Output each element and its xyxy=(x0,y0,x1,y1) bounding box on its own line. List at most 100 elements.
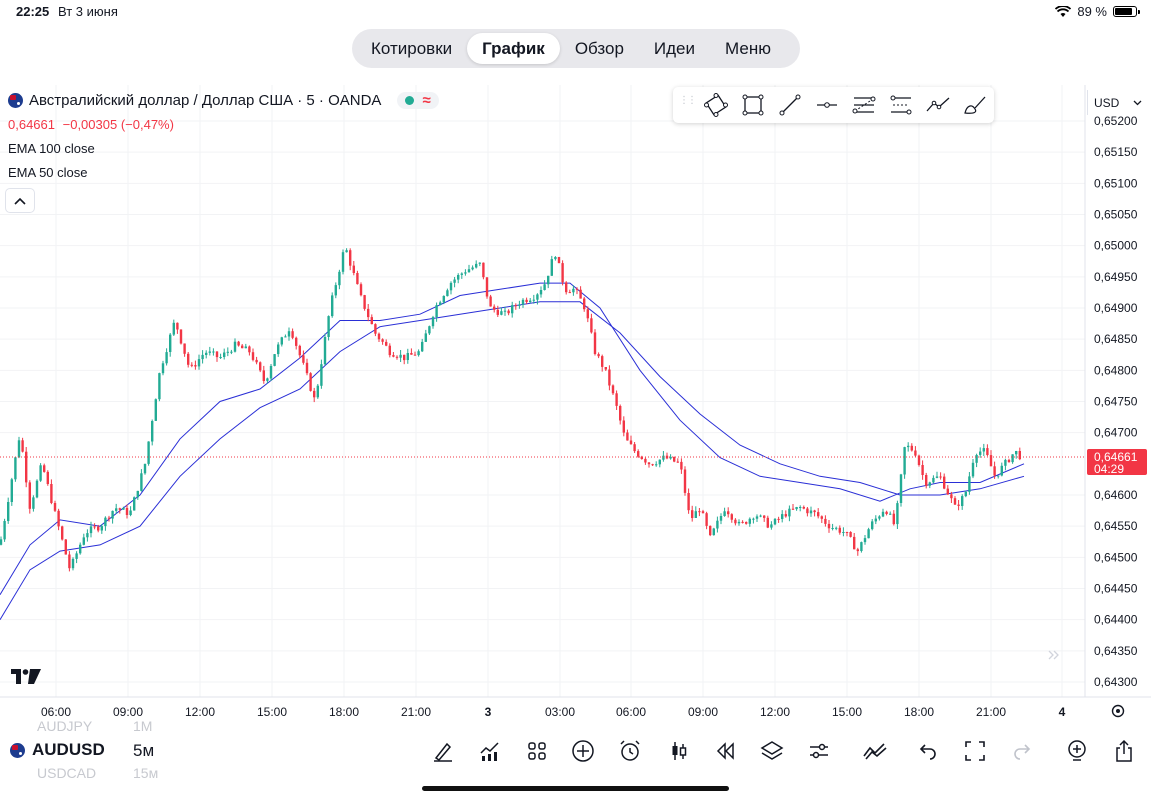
candle-body xyxy=(7,502,10,521)
candle-body xyxy=(615,393,618,406)
ideas-lightbulb-icon[interactable] xyxy=(1062,736,1092,766)
clock: 22:25 xyxy=(16,4,50,19)
candle-body xyxy=(241,345,244,349)
fast-draw-icon[interactable] xyxy=(860,736,890,766)
candle-body xyxy=(795,507,798,510)
candle-body xyxy=(277,344,280,355)
candle-body xyxy=(449,282,453,291)
time-tick-label: 09:00 xyxy=(688,705,718,719)
candle-body xyxy=(223,352,226,357)
indicator-ema100[interactable]: EMA 100 close xyxy=(8,141,95,156)
price-chart[interactable]: 0,65200 0,65150 0,65100 0,65050 0,65000 0,649… xyxy=(0,85,1151,725)
time-tick-label: 21:00 xyxy=(401,705,431,719)
candle-body xyxy=(939,476,942,478)
indicators-icon[interactable] xyxy=(475,736,505,766)
candle-body xyxy=(773,518,777,525)
main-tabs: Котировки График Обзор Идеи Меню xyxy=(352,29,800,68)
tab-ideas[interactable]: Идеи xyxy=(653,38,696,58)
rectangle-icon[interactable] xyxy=(734,88,771,122)
candle-body xyxy=(14,457,17,480)
tradingview-logo[interactable] xyxy=(10,666,42,686)
candle-body xyxy=(363,295,366,309)
candle-body xyxy=(554,257,557,260)
candle-body xyxy=(993,466,996,476)
candle-body xyxy=(165,352,168,364)
chevron-down-icon xyxy=(1133,100,1142,105)
candle-body xyxy=(309,373,312,391)
candle-body xyxy=(493,306,496,310)
candle-body xyxy=(611,385,615,394)
candle-body xyxy=(316,385,319,398)
candle-body xyxy=(482,262,485,278)
candle-body xyxy=(230,351,233,353)
candle-body xyxy=(763,515,766,518)
price-tick-label: 0,64600 xyxy=(1094,488,1138,502)
compare-add-icon[interactable] xyxy=(568,736,598,766)
undo-icon[interactable] xyxy=(913,736,943,766)
candle-body xyxy=(151,421,154,442)
rotated-rectangle-icon[interactable] xyxy=(697,88,734,122)
tab-menu[interactable]: Меню xyxy=(725,38,771,58)
candle-body xyxy=(169,334,172,352)
candle-body xyxy=(212,351,215,353)
symbol-picker[interactable]: AUDUSD xyxy=(10,740,105,760)
settings-sliders-icon[interactable] xyxy=(804,736,834,766)
candlestick-type-icon[interactable] xyxy=(664,736,694,766)
horizontal-ray-icon[interactable] xyxy=(808,88,845,122)
candle-body xyxy=(35,480,39,498)
replay-rewind-icon[interactable] xyxy=(710,736,740,766)
candle-body xyxy=(269,366,273,379)
path-icon[interactable] xyxy=(919,88,956,122)
currency-select[interactable]: USD xyxy=(1087,90,1149,115)
tab-overview[interactable]: Обзор xyxy=(574,38,624,58)
candle-body xyxy=(122,508,125,510)
tab-quotes[interactable]: Котировки xyxy=(371,38,453,58)
market-status-pill[interactable]: ≈ xyxy=(397,92,439,109)
bg-symbol-below: USDCAD xyxy=(37,765,97,781)
drawing-tools-icon[interactable] xyxy=(428,736,458,766)
candle-body xyxy=(17,440,21,458)
tab-chart[interactable]: График xyxy=(467,33,560,64)
redo-icon[interactable] xyxy=(1007,736,1037,766)
candle-body xyxy=(572,288,575,293)
candle-body xyxy=(53,503,57,511)
share-icon[interactable] xyxy=(1109,736,1139,766)
candle-body xyxy=(439,302,442,306)
candle-body xyxy=(489,296,492,307)
candle-body xyxy=(266,378,269,381)
candle-body xyxy=(79,544,82,554)
candle-body xyxy=(61,526,64,540)
candle-body xyxy=(453,279,456,283)
interval-picker[interactable]: 5м xyxy=(133,741,155,760)
alarm-clock-icon[interactable] xyxy=(615,736,645,766)
candle-body xyxy=(687,493,690,511)
candles xyxy=(0,248,1021,572)
brush-icon[interactable] xyxy=(956,88,993,122)
candle-body xyxy=(579,289,582,299)
candle-body xyxy=(194,365,197,367)
price-tick-label: 0,65100 xyxy=(1094,176,1138,190)
fib-retracement-icon[interactable] xyxy=(845,88,882,122)
candle-body xyxy=(536,294,539,300)
candle-body xyxy=(557,257,561,264)
collapse-legend-button[interactable] xyxy=(5,188,35,213)
candle-body xyxy=(824,518,827,524)
settings-gear-icon[interactable] xyxy=(1111,704,1125,718)
scroll-right-icon[interactable] xyxy=(1048,650,1059,660)
price-tick-label: 0,65150 xyxy=(1094,145,1138,159)
layers-icon[interactable] xyxy=(757,736,787,766)
candle-body xyxy=(75,553,78,559)
candle-body xyxy=(748,518,751,524)
candle-body xyxy=(770,524,773,528)
fullscreen-icon[interactable] xyxy=(960,736,990,766)
time-tick-label: 15:00 xyxy=(832,705,862,719)
templates-grid-icon[interactable] xyxy=(522,736,552,766)
symbol-title-row[interactable]: Австралийский доллар / Доллар США · 5 · … xyxy=(8,92,439,109)
indicator-ema50[interactable]: EMA 50 close xyxy=(8,165,88,180)
drag-handle-icon[interactable]: ⋮⋮ xyxy=(679,95,697,106)
parallel-channel-icon[interactable] xyxy=(882,88,919,122)
candle-body xyxy=(745,522,748,524)
bottom-toolbar: AUDJPY USDCAD 1M 15м AUDUSD 5м xyxy=(0,718,1151,781)
home-indicator[interactable] xyxy=(422,786,729,791)
trend-line-icon[interactable] xyxy=(771,88,808,122)
